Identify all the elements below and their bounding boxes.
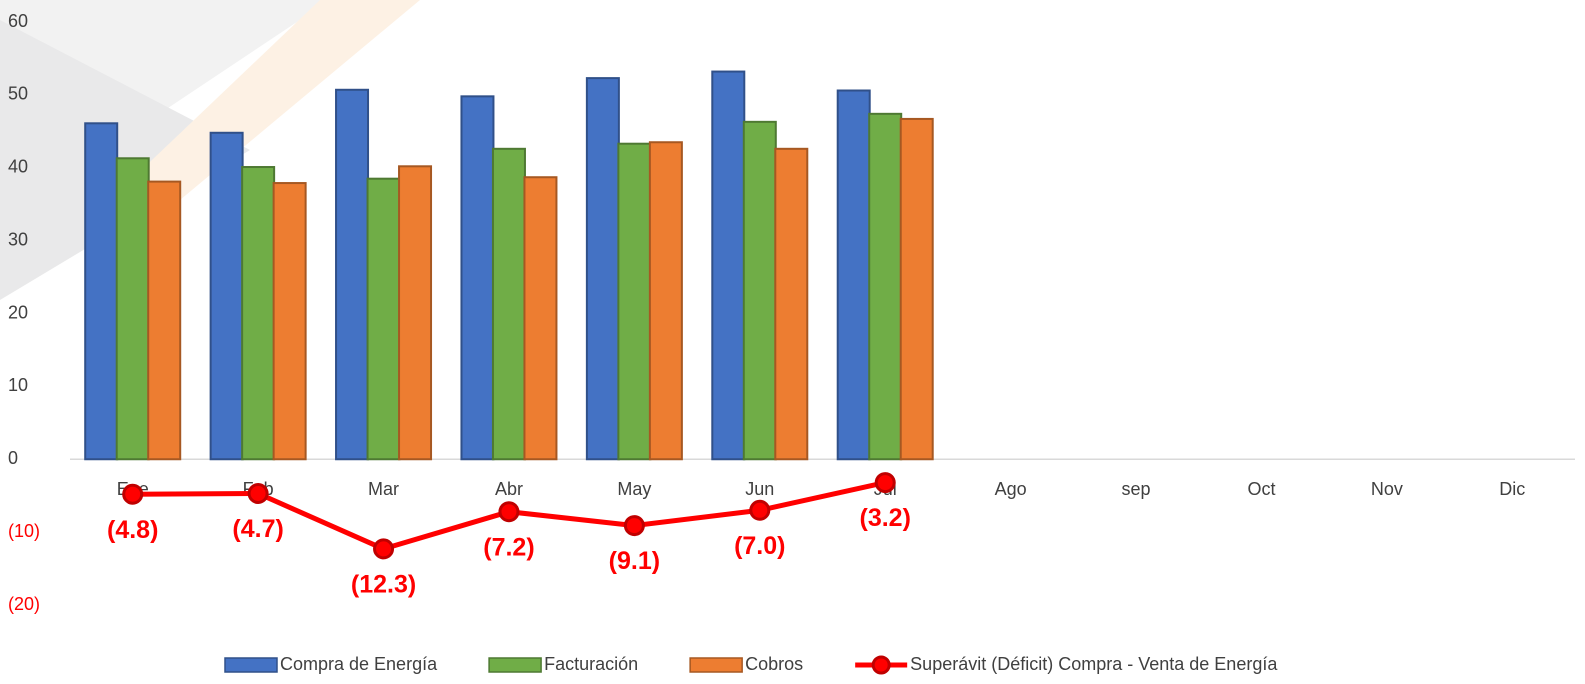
data-label: (4.8) bbox=[107, 516, 158, 544]
bar bbox=[868, 112, 903, 461]
y-tick-label: 10 bbox=[8, 375, 28, 395]
x-tick-label: Oct bbox=[1247, 479, 1275, 499]
bar bbox=[617, 142, 652, 461]
marker bbox=[874, 472, 896, 494]
bar bbox=[272, 182, 307, 461]
y-tick-label: 30 bbox=[8, 229, 28, 249]
bar bbox=[115, 157, 150, 461]
bar bbox=[648, 141, 683, 461]
bar bbox=[899, 117, 934, 461]
x-tick-label: Mar bbox=[368, 479, 399, 499]
y-tick-label: 20 bbox=[8, 302, 28, 322]
bar bbox=[836, 89, 871, 461]
legend-swatch bbox=[689, 657, 743, 673]
bar bbox=[84, 122, 119, 461]
bar bbox=[742, 120, 777, 461]
marker bbox=[247, 483, 269, 505]
data-label: (12.3) bbox=[351, 570, 416, 598]
legend-label: Compra de Energía bbox=[280, 654, 438, 674]
legend-swatch bbox=[871, 655, 891, 675]
marker bbox=[498, 501, 520, 523]
data-label: (9.1) bbox=[609, 547, 660, 575]
marker bbox=[122, 483, 144, 505]
bar bbox=[398, 165, 433, 461]
x-tick-label: Ago bbox=[995, 479, 1027, 499]
y-tick-label: (20) bbox=[8, 594, 40, 614]
y-tick-label: 40 bbox=[8, 157, 28, 177]
x-tick-label: Jun bbox=[745, 479, 774, 499]
data-label: (3.2) bbox=[860, 504, 911, 532]
x-tick-label: Abr bbox=[495, 479, 523, 499]
bar bbox=[209, 131, 244, 461]
y-tick-label: (10) bbox=[8, 521, 40, 541]
bar bbox=[711, 70, 746, 461]
x-tick-label: Dic bbox=[1499, 479, 1525, 499]
bar bbox=[241, 166, 276, 461]
legend-label: Superávit (Déficit) Compra - Venta de En… bbox=[910, 654, 1278, 674]
x-tick-label: May bbox=[617, 479, 651, 499]
y-tick-label: 50 bbox=[8, 84, 28, 104]
data-label: (4.7) bbox=[232, 515, 283, 543]
watermark bbox=[110, 0, 420, 200]
legend-label: Facturación bbox=[544, 654, 638, 674]
data-label: (7.0) bbox=[734, 532, 785, 560]
bar bbox=[774, 147, 809, 461]
legend-label: Cobros bbox=[745, 654, 803, 674]
x-tick-label: sep bbox=[1122, 479, 1151, 499]
legend-swatch bbox=[224, 657, 278, 673]
bar bbox=[460, 95, 495, 461]
y-tick-label: 60 bbox=[8, 11, 28, 31]
bar bbox=[366, 177, 401, 461]
x-tick-label: Nov bbox=[1371, 479, 1403, 499]
bar bbox=[147, 180, 182, 461]
data-label: (7.2) bbox=[483, 533, 534, 561]
marker bbox=[623, 515, 645, 537]
legend-swatch bbox=[488, 657, 542, 673]
marker bbox=[373, 538, 395, 560]
bar bbox=[491, 147, 526, 461]
bar bbox=[585, 77, 620, 461]
bar bbox=[335, 88, 370, 461]
y-tick-label: 0 bbox=[8, 448, 18, 468]
bar bbox=[523, 176, 558, 461]
marker bbox=[749, 499, 771, 521]
